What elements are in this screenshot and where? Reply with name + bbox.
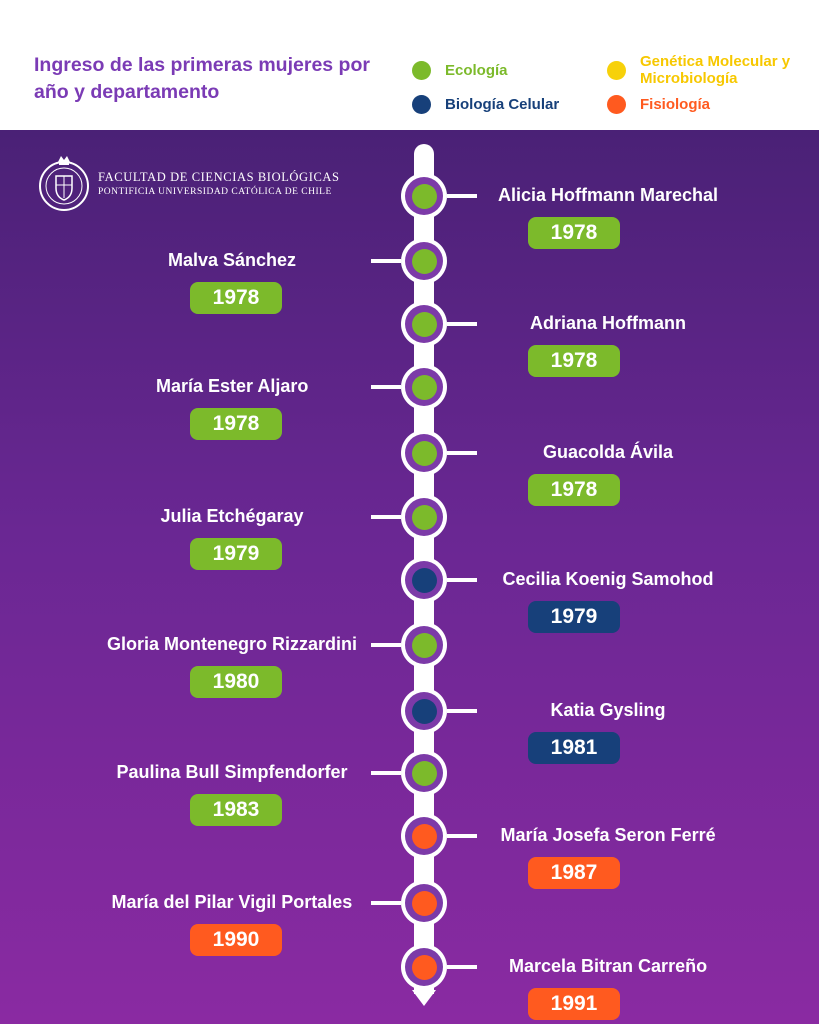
timeline-connector [371, 901, 401, 905]
department-dot-icon [411, 760, 437, 786]
department-dot-icon [411, 440, 437, 466]
department-dot-icon [411, 632, 437, 658]
legend-label: Ecología [445, 62, 508, 79]
year-badge: 1991 [528, 988, 620, 1020]
timeline-node [401, 688, 447, 734]
year-badge: 1979 [528, 601, 620, 633]
person-name: Cecilia Koenig Samohod [502, 569, 714, 589]
timeline-node [401, 494, 447, 540]
department-dot-icon [411, 248, 437, 274]
timeline-node [401, 622, 447, 668]
header: Ingreso de las primeras mujeres por año … [0, 0, 819, 130]
year-badge: 1978 [528, 217, 620, 249]
timeline-connector [447, 834, 477, 838]
department-dot-icon [411, 698, 437, 724]
year-badge: 1983 [190, 794, 282, 826]
timeline-connector [447, 451, 477, 455]
person-name: Julia Etchégaray [160, 506, 304, 526]
timeline-connector [371, 515, 401, 519]
year-badge: 1980 [190, 666, 282, 698]
timeline-node [401, 944, 447, 990]
timeline-connector [371, 643, 401, 647]
legend-dot-genetica-icon [607, 60, 626, 80]
department-dot-icon [411, 890, 437, 916]
timeline-node [401, 238, 447, 284]
department-dot-icon [411, 823, 437, 849]
person-name: María del Pilar Vigil Portales [111, 892, 353, 912]
university-crest-icon [39, 156, 89, 211]
timeline-connector [447, 194, 477, 198]
year-badge: 1981 [528, 732, 620, 764]
timeline-connector [447, 709, 477, 713]
department-dot-icon [411, 504, 437, 530]
department-dot-icon [411, 311, 437, 337]
year-badge: 1978 [190, 282, 282, 314]
legend-item-ecologia: Ecología [412, 61, 508, 80]
legend-item-biologia-celular: Biología Celular [412, 95, 559, 114]
year-badge: 1978 [190, 408, 282, 440]
timeline-node [401, 364, 447, 410]
timeline-connector [371, 259, 401, 263]
person-name: Guacolda Ávila [543, 442, 674, 462]
year-badge: 1979 [190, 538, 282, 570]
legend-label: Fisiología [640, 96, 711, 113]
person-name: Marcela Bitran Carreño [509, 956, 708, 976]
year-badge: 1990 [190, 924, 282, 956]
timeline-connector [371, 385, 401, 389]
timeline-node [401, 750, 447, 796]
timeline-connector [447, 578, 477, 582]
timeline-connector [447, 965, 477, 969]
person-name: Katia Gysling [550, 700, 666, 720]
legend-dot-fisiologia-icon [607, 95, 626, 114]
legend-dot-biologia-celular-icon [412, 95, 431, 114]
year-badge: 1987 [528, 857, 620, 889]
university-logo: FACULTAD DE CIENCIAS BIOLÓGICAS PONTIFIC… [38, 148, 340, 218]
faculty-name: FACULTAD DE CIENCIAS BIOLÓGICAS [98, 169, 340, 184]
timeline-arrow-icon [412, 990, 436, 1006]
legend-label: Biología Celular [445, 96, 560, 113]
legend-label: Genética Molecular y Microbiología [640, 53, 791, 87]
timeline-node [401, 430, 447, 476]
person-name: Alicia Hoffmann Marechal [498, 185, 719, 205]
person-name: Malva Sánchez [168, 250, 297, 270]
person-name: María Ester Aljaro [156, 376, 309, 396]
person-name: Adriana Hoffmann [530, 313, 687, 333]
timeline-node [401, 880, 447, 926]
department-dot-icon [411, 183, 437, 209]
legend-dot-ecologia-icon [412, 61, 431, 80]
legend-item-fisiologia: Fisiología [607, 95, 710, 114]
timeline-node [401, 557, 447, 603]
timeline-node [401, 173, 447, 219]
person-name: María Josefa Seron Ferré [500, 825, 716, 845]
person-name: Paulina Bull Simpfendorfer [116, 762, 348, 782]
university-name: PONTIFICIA UNIVERSIDAD CATÓLICA DE CHILE [98, 186, 332, 197]
timeline-node [401, 813, 447, 859]
timeline-connector [371, 771, 401, 775]
page-title: Ingreso de las primeras mujeres por año … [34, 54, 370, 103]
year-badge: 1978 [528, 474, 620, 506]
timeline-connector [447, 322, 477, 326]
department-dot-icon [411, 374, 437, 400]
legend-item-genetica: Genética Molecular y Microbiología [607, 53, 810, 87]
person-name: Gloria Montenegro Rizzardini [107, 634, 358, 654]
department-dot-icon [411, 567, 437, 593]
timeline-node [401, 301, 447, 347]
department-dot-icon [411, 954, 437, 980]
year-badge: 1978 [528, 345, 620, 377]
